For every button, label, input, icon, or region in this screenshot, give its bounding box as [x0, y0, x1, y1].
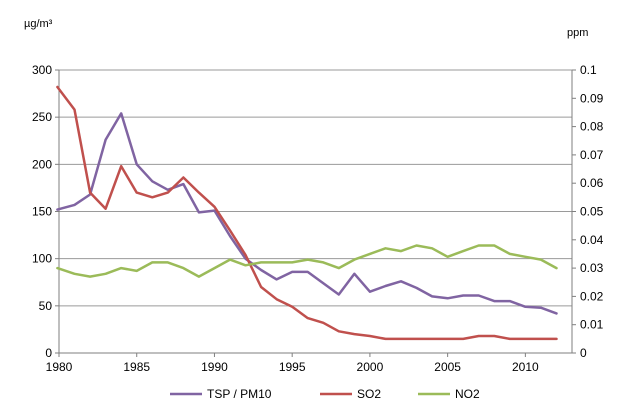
- x-tick-label: 1985: [123, 360, 150, 374]
- y-left-tick-label: 200: [32, 157, 52, 171]
- y-right-tick-label: 0.01: [580, 318, 604, 332]
- series-line-tsp-pm10: [56, 112, 558, 315]
- y-right-tick-label: 0.07: [580, 148, 604, 162]
- y-left-tick-label: 150: [32, 205, 52, 219]
- y-right-tick-label: 0.1: [580, 63, 597, 77]
- y-left-tick-label: 50: [39, 299, 53, 313]
- legend-label-so2: SO2: [357, 387, 381, 401]
- y-left-tick-label: 0: [45, 346, 52, 360]
- y-right-tick-label: 0.09: [580, 91, 604, 105]
- y-left-tick-label: 300: [32, 63, 52, 77]
- x-axis-ticks: 1980 1985 1990 1995 2000 2005 2010: [46, 353, 539, 374]
- x-tick-label: 2010: [512, 360, 539, 374]
- x-tick-label: 2005: [434, 360, 461, 374]
- series-lines: [56, 85, 558, 341]
- x-tick-label: 2000: [357, 360, 384, 374]
- x-tick-label: 1980: [46, 360, 73, 374]
- y-right-tick-label: 0.08: [580, 120, 604, 134]
- x-tick-label: 1990: [201, 360, 228, 374]
- y-left-tick-label: 250: [32, 110, 52, 124]
- y-left-axis-ticks: 0 50 100 150 200 250 300: [32, 63, 59, 360]
- legend-label-tsp-pm10: TSP / PM10: [207, 387, 272, 401]
- legend: TSP / PM10 SO2 NO2: [170, 387, 480, 401]
- x-tick-label: 1995: [279, 360, 306, 374]
- y-right-tick-label: 0.02: [580, 289, 604, 303]
- y-right-axis-unit-label: ppm: [567, 27, 588, 39]
- y-right-tick-label: 0.06: [580, 176, 604, 190]
- series-line-no2: [56, 244, 558, 278]
- y-right-tick-label: 0: [580, 346, 587, 360]
- series-line-so2: [56, 85, 558, 341]
- y-right-axis-ticks: 0 0.01 0.02 0.03 0.04 0.05 0.06 0.07 0.08 0.09 0.1: [572, 63, 604, 360]
- y-right-tick-label: 0.03: [580, 261, 604, 275]
- y-right-tick-label: 0.05: [580, 205, 604, 219]
- y-left-axis-unit-label: µg/m³: [24, 18, 53, 30]
- gridlines: [59, 69, 572, 307]
- y-left-tick-label: 100: [32, 252, 52, 266]
- legend-label-no2: NO2: [455, 387, 480, 401]
- y-right-tick-label: 0.04: [580, 233, 604, 247]
